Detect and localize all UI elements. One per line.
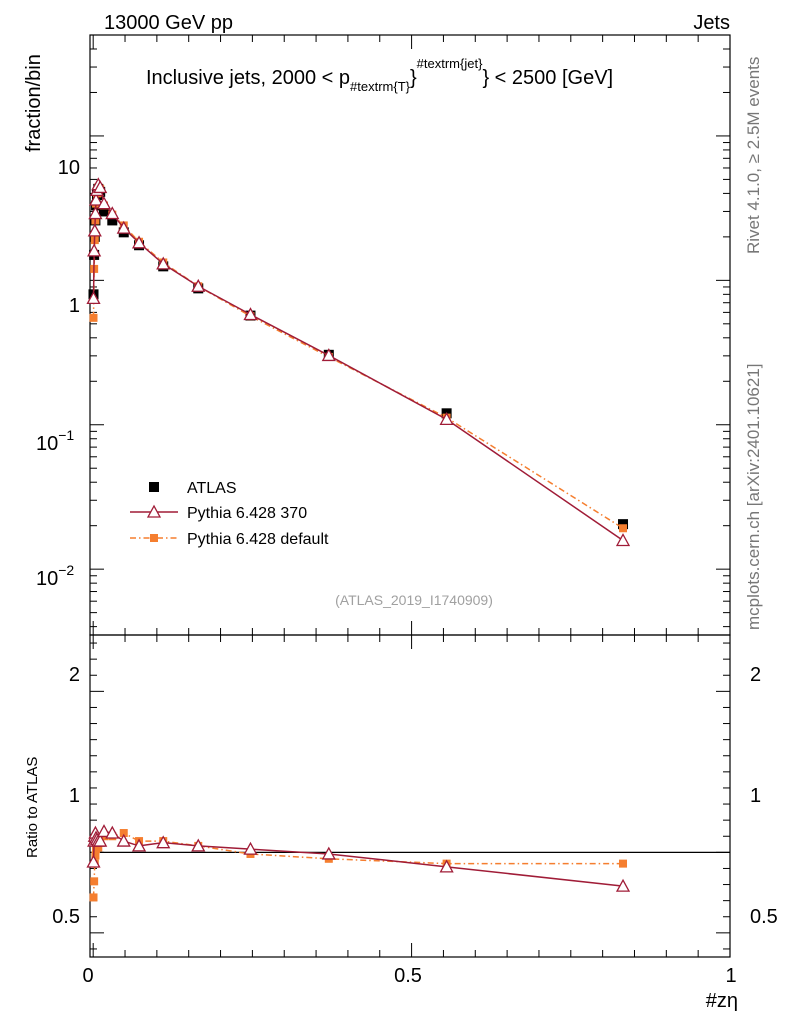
main-point-pythia-6-428-370 [87,223,102,237]
ratio-line-pythia-6-428-370 [92,830,624,887]
main-plot-frame [89,34,731,636]
main-axis-ticks [90,34,731,635]
ratio-point-pythia-6-428-370 [191,838,206,852]
ratio-point-pythia-6-428-default [119,829,128,838]
main-data-layer [86,177,631,547]
legend-marker-pythia-default [150,534,158,542]
ratio-point-pythia-6-428-default [90,877,99,886]
ytick-0.1-exponent: −1 [58,427,74,443]
main-point-pythia-6-428-370 [105,206,120,220]
ratio-ytick-label-1: 1 [69,785,80,807]
ratio-ytick-label-2: 2 [69,664,80,686]
ytick-0.1-base: 10 [36,433,58,455]
legend: ATLAS Pythia 6.428 370 Pythia 6.428 defa… [130,480,329,548]
legend-label-pythia-default: Pythia 6.428 default [187,531,329,548]
main-y-axis-label: fraction/bin [23,54,45,152]
legend-marker-pythia-370 [146,504,162,518]
main-point-pythia-6-428-370 [88,206,103,220]
legend-label-pythia-370: Pythia 6.428 370 [187,505,307,522]
main-point-pythia-6-428-370 [243,307,258,321]
ratio-ytick-label-1-right: 1 [750,785,761,807]
header-beam-label: 13000 GeV pp [104,12,233,34]
ratio-point-pythia-6-428-370 [615,878,631,892]
ratio-point-pythia-6-428-370 [93,833,108,847]
ratio-data-layer [86,824,631,902]
ratio-axis-ticks [90,635,731,957]
x-axis-label: #zη [706,990,738,1012]
ratio-point-pythia-6-428-370 [116,833,131,847]
main-title: Inclusive jets, 2000 < p#textrm{T}}#text… [146,56,613,94]
main-point-pythia-6-428-370 [615,533,631,547]
ratio-point-pythia-6-428-default [91,851,100,860]
main-line-pythia-6-428-default [92,186,624,529]
xtick-label-0: 0 [82,965,93,987]
ratio-point-pythia-6-428-default [619,859,628,868]
ratio-point-pythia-6-428-default [94,843,103,852]
ratio-ytick-label-0.5-right: 0.5 [750,906,778,928]
ratio-point-pythia-6-428-370 [156,835,171,849]
main-point-pythia-6-428-370 [88,192,104,206]
ratio-ytick-label-0.5: 0.5 [52,906,80,928]
main-point-pythia-6-428-370 [191,278,206,292]
ratio-point-pythia-6-428-370 [105,825,120,839]
rivet-version-label: Rivet 4.1.0, ≥ 2.5M events [744,56,763,254]
title-end-text: } < 2500 [GeV] [482,67,613,89]
title-main-text: Inclusive jets, 2000 < p [146,67,350,89]
legend-label-atlas: ATLAS [187,480,237,497]
ratio-point-pythia-6-428-370 [96,824,112,838]
ytick-label-0.01: 10−2 [36,562,74,590]
legend-marker-atlas [149,482,159,492]
main-point-atlas [99,206,110,217]
ratio-point-pythia-6-428-370 [321,846,336,860]
ratio-line-pythia-6-428-default [92,832,624,898]
xtick-label-0.5: 0.5 [394,965,422,987]
header-process-label: Jets [693,12,730,34]
ratio-point-pythia-6-428-370 [243,841,258,855]
main-point-atlas [107,215,118,226]
ytick-label-0.1: 10−1 [36,427,74,455]
xtick-label-1: 1 [725,965,736,987]
ratio-y-axis-label: Ratio to ATLAS [24,757,41,858]
ratio-plot-frame [89,634,731,958]
main-point-pythia-6-428-370 [86,291,101,305]
main-point-pythia-6-428-370 [93,180,108,194]
main-point-pythia-6-428-370 [439,411,454,425]
title-superscript: #textrm{jet} [417,56,483,71]
main-point-atlas [618,519,629,530]
main-point-pythia-6-428-default [619,524,628,533]
main-point-pythia-6-428-default [89,313,98,322]
main-point-pythia-6-428-370 [131,235,147,249]
ytick-label-10: 10 [58,157,80,179]
main-point-pythia-6-428-370 [116,220,131,234]
ratio-point-pythia-6-428-370 [86,854,101,868]
ytick-label-1: 1 [69,295,80,317]
main-point-pythia-6-428-370 [96,196,112,210]
ytick-0.01-base: 10 [36,568,58,590]
title-subscript: #textrm{T} [350,79,411,94]
ytick-0.01-exponent: −2 [58,562,74,578]
ratio-point-pythia-6-428-default [89,893,98,902]
main-point-pythia-6-428-370 [321,348,336,362]
ratio-point-pythia-6-428-370 [439,859,454,873]
ratio-ytick-label-2-right: 2 [750,664,761,686]
title-brace: } [410,67,417,89]
main-point-pythia-6-428-370 [87,243,102,257]
mcplots-reference-label: mcplots.cern.ch [arXiv:2401.10621] [744,363,763,630]
ratio-point-pythia-6-428-370 [131,838,147,852]
main-point-pythia-6-428-370 [156,256,171,270]
main-line-pythia-6-428-370 [92,182,624,542]
analysis-watermark: (ATLAS_2019_I1740909) [335,592,493,608]
